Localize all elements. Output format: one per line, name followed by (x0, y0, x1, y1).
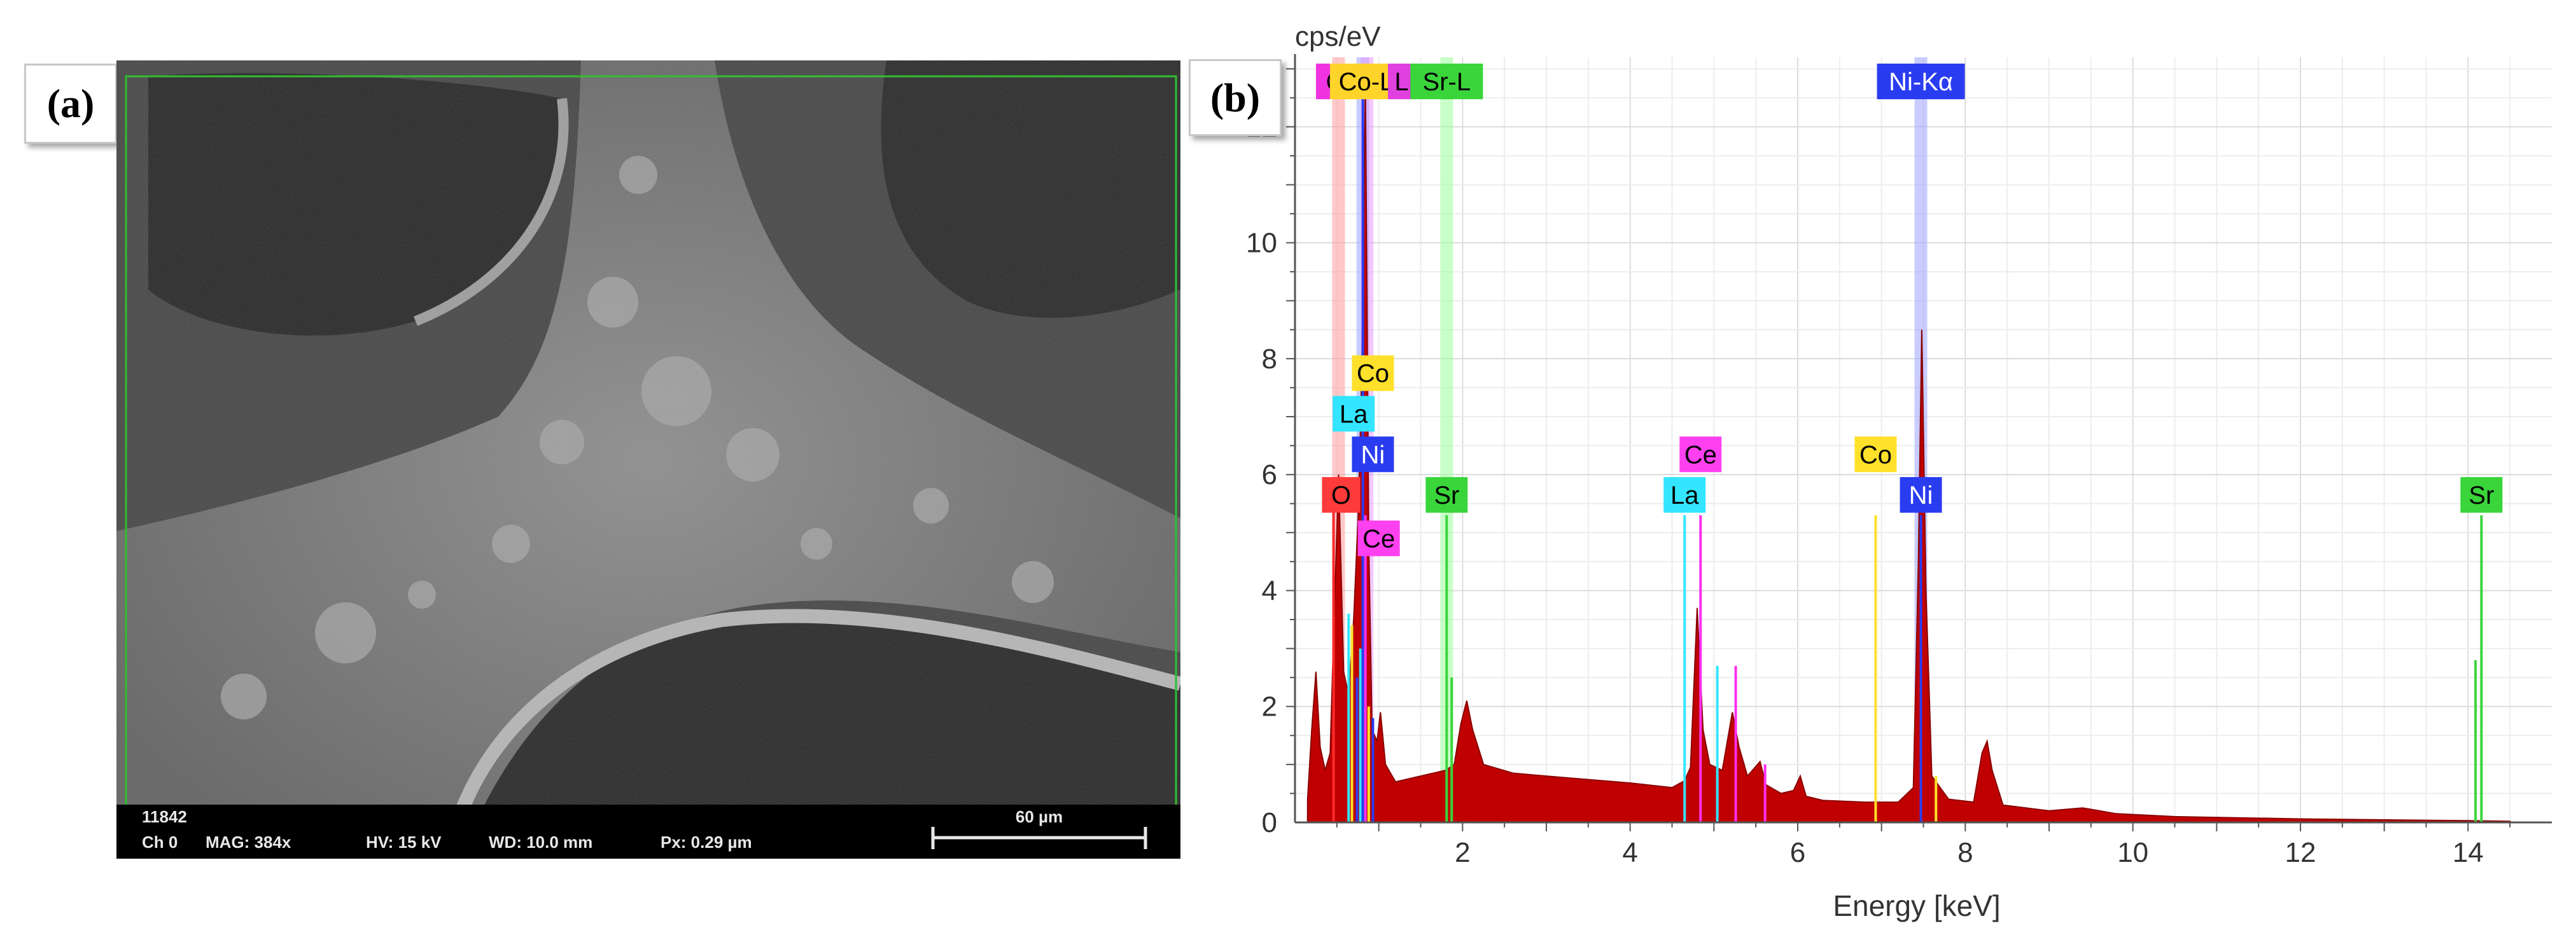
peak-label-text: Ni-Kα (1889, 68, 1953, 96)
info-hv: HV: 15 kV (366, 833, 442, 852)
peak-label-box (1877, 64, 1965, 99)
peak-label: Co (1854, 436, 1897, 473)
sem-micrograph: 11842 Ch 0 MAG: 384x HV: 15 kV WD: 10.0 … (116, 60, 1180, 859)
x-tick-label: 8 (1957, 837, 1973, 868)
peak-label: Sr (2460, 477, 2503, 513)
panel-b-label: (b) (1189, 59, 1282, 136)
particle-agglomerates (221, 156, 1054, 719)
peak-label-text: Co-L (1339, 68, 1394, 96)
peak-label: Ce (1679, 436, 1722, 473)
peak-label-text: Sr (1434, 481, 1459, 509)
peak-label-box (1679, 436, 1722, 473)
y-tick-label: 0 (1262, 807, 1277, 838)
info-bar (116, 805, 1180, 859)
chart-spectrum (1306, 80, 2511, 823)
info-wd: WD: 10.0 mm (489, 833, 592, 852)
peak-label: O (1322, 477, 1361, 513)
peak-label-text: La (1670, 481, 1699, 509)
peak-label-box (1322, 477, 1361, 513)
peak-label: Ni (1900, 477, 1942, 513)
peak-label: Ni (1352, 436, 1394, 473)
scale-bar-label: 60 µm (1016, 807, 1063, 826)
x-tick-label: 14 (2453, 837, 2484, 868)
chart-xlabel: Energy [keV] (1833, 889, 2000, 922)
peak-label: Ce (1357, 520, 1400, 557)
chart-element-lines (1332, 74, 2483, 822)
peak-label: Sr (1425, 477, 1468, 513)
peak-label-text: Co (1859, 441, 1892, 469)
peak-label-box (1357, 520, 1400, 557)
peak-label-box (1352, 436, 1394, 473)
peak-label-box (1352, 355, 1394, 391)
scale-bar (931, 827, 1147, 849)
x-tick-label: 6 (1790, 837, 1805, 868)
panel-a-label: (a) (24, 64, 117, 144)
peak-label: Ni-Kα (1877, 64, 1965, 99)
x-tick-label: 2 (1455, 837, 1470, 868)
peak-label-box (1425, 477, 1468, 513)
peak-label-text: Co (1357, 360, 1389, 388)
peak-label-text: Ce (1684, 441, 1717, 469)
y-tick-label: 2 (1262, 691, 1277, 723)
peak-label: Co (1352, 355, 1394, 391)
peak-label-text: La (1340, 400, 1368, 428)
info-channel: Ch 0 (142, 833, 178, 852)
peak-label-box (1410, 64, 1483, 99)
y-tick-label: 8 (1262, 343, 1277, 375)
peak-label-box (2460, 477, 2503, 513)
peak-label-text: Sr (2468, 481, 2494, 509)
info-px: Px: 0.29 µm (661, 833, 752, 852)
spectrum-area (1306, 80, 2511, 823)
peak-label-text: O (1331, 481, 1351, 509)
peak-label-box (1333, 396, 1375, 432)
y-tick-label: 4 (1262, 575, 1277, 606)
x-tick-label: 12 (2285, 837, 2316, 868)
x-tick-label: 10 (2117, 837, 2148, 868)
peak-label-text: Ni (1361, 441, 1385, 469)
peak-label: La (1333, 396, 1375, 432)
eds-spectrum-chart: 2468101214024681012 CCo-LLβSr-LNi-KαCoLa… (1246, 21, 2552, 922)
peak-label: Sr-L (1410, 64, 1483, 99)
peak-label-text: Ni (1909, 481, 1933, 509)
info-id: 11842 (142, 807, 187, 826)
peak-label-text: Ce (1362, 525, 1395, 553)
peak-label-box (1663, 477, 1706, 513)
chart-ticks: 2468101214024681012 (1246, 68, 2511, 868)
peak-label-text: Sr-L (1423, 68, 1471, 96)
element-band (1440, 57, 1453, 822)
y-tick-label: 10 (1246, 228, 1277, 259)
peak-label: La (1663, 477, 1706, 513)
peak-label-box (1900, 477, 1942, 513)
x-tick-label: 4 (1622, 837, 1637, 868)
info-mag: MAG: 384x (206, 833, 291, 852)
peak-label-box (1854, 436, 1897, 473)
chart-ylabel: cps/eV (1295, 21, 1381, 52)
y-tick-label: 6 (1262, 459, 1277, 490)
